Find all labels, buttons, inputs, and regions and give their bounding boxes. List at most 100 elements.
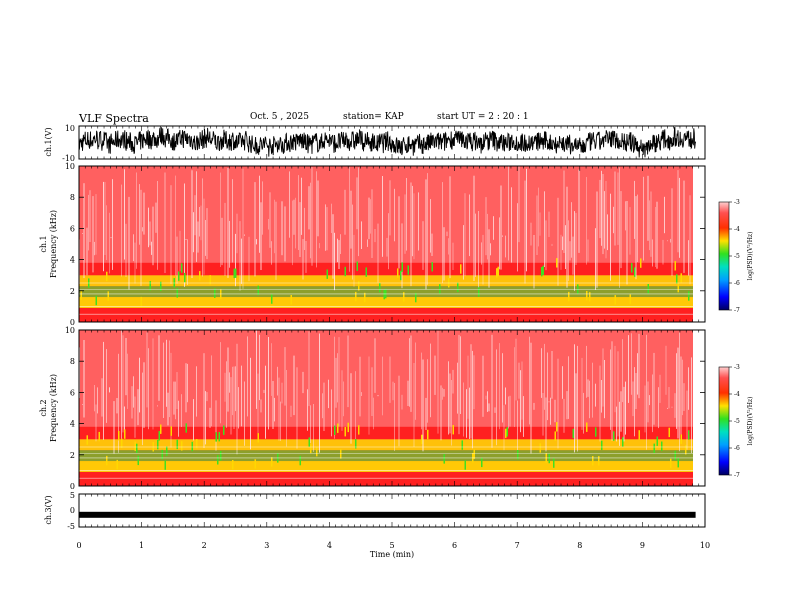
spec-speck	[517, 450, 519, 460]
ch1-spec-ylabel-line1: ch.1	[39, 235, 48, 252]
spec-streak	[448, 238, 449, 255]
spec-streak	[337, 353, 338, 403]
spec-streak	[583, 392, 584, 434]
spec-streak	[196, 366, 197, 417]
spec-speck	[553, 458, 555, 468]
spec-speck	[337, 423, 339, 433]
spec-streak	[167, 392, 169, 426]
spec-streak	[127, 353, 128, 409]
spec-speck	[214, 288, 216, 298]
spec-speck	[254, 459, 256, 469]
spec-streak	[632, 381, 634, 417]
spec-ytick-label: 6	[70, 388, 75, 397]
ch3-waveform-panel	[78, 493, 706, 528]
spec-streak	[230, 377, 232, 435]
spec-speck	[215, 432, 217, 442]
spec-streak	[490, 243, 491, 256]
spec-speck	[556, 258, 558, 268]
spec-streak	[533, 402, 535, 410]
spec-streak	[644, 385, 646, 433]
spec-speck	[688, 291, 690, 301]
spec-speck	[290, 295, 292, 305]
spec-streak	[374, 338, 376, 393]
spec-speck	[674, 450, 676, 461]
colorbar-tick-label: -7	[734, 307, 740, 314]
spec-streak	[422, 359, 424, 452]
spec-speck	[400, 270, 402, 281]
spec-streak	[125, 223, 127, 277]
spec-streak	[469, 387, 470, 439]
spec-streak	[170, 352, 172, 448]
spec-streak	[164, 172, 166, 273]
spec-streak	[191, 170, 193, 278]
spec-streak	[409, 338, 410, 407]
spec-streak	[236, 343, 238, 455]
spec-streak	[602, 174, 604, 255]
spec-speck	[118, 431, 120, 441]
spec-streak	[421, 352, 422, 430]
spec-streak	[548, 211, 550, 237]
spec-streak	[550, 397, 551, 425]
spec-streak	[431, 233, 433, 256]
spec-speck	[365, 267, 367, 277]
spec-streak	[679, 177, 680, 258]
spec-streak	[310, 405, 311, 444]
spec-speck	[209, 275, 211, 285]
x-axis-label: Time (min)	[370, 550, 414, 559]
spec-streak	[311, 167, 313, 266]
spec-streak	[430, 343, 431, 418]
spec-speck	[121, 438, 123, 448]
spec-streak	[142, 227, 143, 232]
spec-streak	[509, 395, 511, 427]
spec-speck	[385, 288, 387, 299]
spec-streak	[97, 387, 98, 414]
spec-speck	[415, 292, 417, 303]
spec-speck	[496, 268, 498, 278]
spec-streak	[595, 383, 596, 407]
page-title: VLF Spectra	[79, 112, 149, 125]
spec-speck	[107, 291, 109, 301]
spec-speck	[166, 446, 168, 456]
spec-streak	[680, 356, 682, 436]
spec-streak	[124, 406, 125, 430]
x-tick-label: 0	[76, 541, 81, 550]
spec-streak	[557, 197, 559, 286]
spec-streak	[206, 392, 208, 402]
spec-streak	[202, 178, 203, 277]
spec-streak	[691, 357, 692, 454]
spec-speck	[176, 288, 178, 298]
spec-streak	[166, 339, 167, 407]
spec-streak	[520, 370, 521, 433]
spec-streak	[587, 379, 589, 397]
spec-streak	[620, 191, 622, 269]
spec-streak	[274, 397, 275, 422]
spec-speck	[140, 296, 142, 307]
spec-speck	[184, 272, 186, 283]
spec-streak	[241, 365, 242, 427]
spec-streak	[352, 204, 353, 280]
spec-streak	[268, 219, 269, 230]
spec-streak	[647, 175, 649, 241]
spec-speck	[647, 284, 649, 294]
spec-streak	[280, 401, 281, 441]
spec-speck	[556, 422, 558, 432]
spec-streak	[235, 366, 236, 412]
spec-speck	[613, 431, 615, 441]
spec-streak	[422, 221, 424, 270]
spec-streak	[586, 177, 587, 265]
spec-streak	[331, 203, 332, 233]
spec-streak	[518, 362, 520, 399]
spec-speck	[676, 274, 678, 284]
spec-streak	[374, 229, 376, 243]
spec-streak	[413, 363, 415, 447]
spec-streak	[637, 194, 638, 262]
spec-streak	[677, 170, 679, 253]
spec-streak	[361, 392, 362, 396]
spec-speck	[542, 265, 544, 275]
spec-streak	[296, 367, 298, 449]
spec-streak	[176, 372, 178, 409]
spec-streak	[473, 355, 475, 410]
spec-streak	[340, 234, 341, 254]
spec-streak	[392, 381, 394, 401]
spec-streak	[106, 205, 107, 260]
